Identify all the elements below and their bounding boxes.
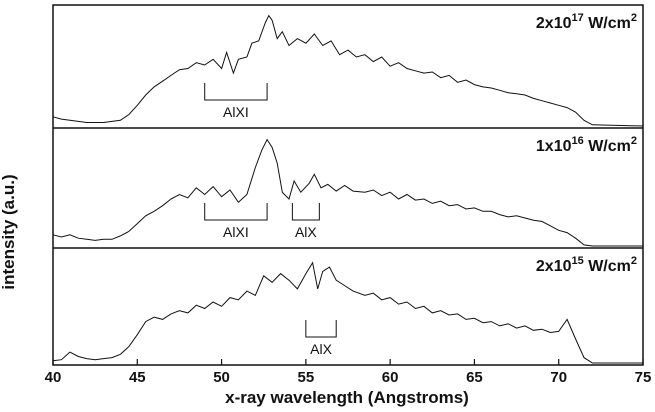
spectrum-trace-panel-3 bbox=[52, 261, 643, 364]
x-tick-label: 55 bbox=[298, 369, 315, 386]
annotation-label-alxi: AlXI bbox=[223, 104, 249, 120]
x-axis-ticks: 40 45 50 55 60 65 70 75 bbox=[45, 359, 652, 386]
x-tick-label: 45 bbox=[129, 369, 146, 386]
panel-labels: 2x1017 W/cm2 1x1016 W/cm2 2x1015 W/cm2 bbox=[536, 12, 637, 275]
annotation-bracket-alx bbox=[305, 320, 337, 338]
x-tick-label: 65 bbox=[466, 369, 483, 386]
panel-1-intensity-label: 2x1017 W/cm2 bbox=[536, 12, 637, 32]
y-axis-title: intensity (a.u.) bbox=[0, 174, 18, 289]
x-tick-label: 75 bbox=[635, 369, 652, 386]
x-tick-label: 40 bbox=[45, 369, 62, 386]
spectrum-trace-panel-1 bbox=[52, 14, 644, 127]
annotation-label-alxi: AlXI bbox=[223, 224, 249, 240]
plot-frame bbox=[52, 4, 644, 366]
x-tick-label: 60 bbox=[382, 369, 399, 386]
panel-3-intensity-label: 2x1015 W/cm2 bbox=[536, 255, 637, 275]
annotation-bracket-alxi bbox=[204, 203, 268, 221]
x-axis-title: x-ray wavelength (Angstroms) bbox=[225, 388, 469, 407]
spectra-traces bbox=[52, 14, 644, 364]
line-annotations: AlXI AlXI AlX AlX bbox=[204, 83, 337, 357]
annotation-bracket-alxi bbox=[204, 83, 268, 101]
annotation-label-alx: AlX bbox=[295, 224, 317, 240]
panel-2-intensity-label: 1x1016 W/cm2 bbox=[536, 135, 637, 155]
annotation-bracket-alx bbox=[291, 203, 320, 221]
x-tick-label: 70 bbox=[550, 369, 567, 386]
plot-border bbox=[52, 4, 644, 366]
spectrum-trace-panel-2 bbox=[52, 138, 643, 247]
x-tick-label: 50 bbox=[213, 369, 230, 386]
annotation-label-alx: AlX bbox=[310, 341, 332, 357]
